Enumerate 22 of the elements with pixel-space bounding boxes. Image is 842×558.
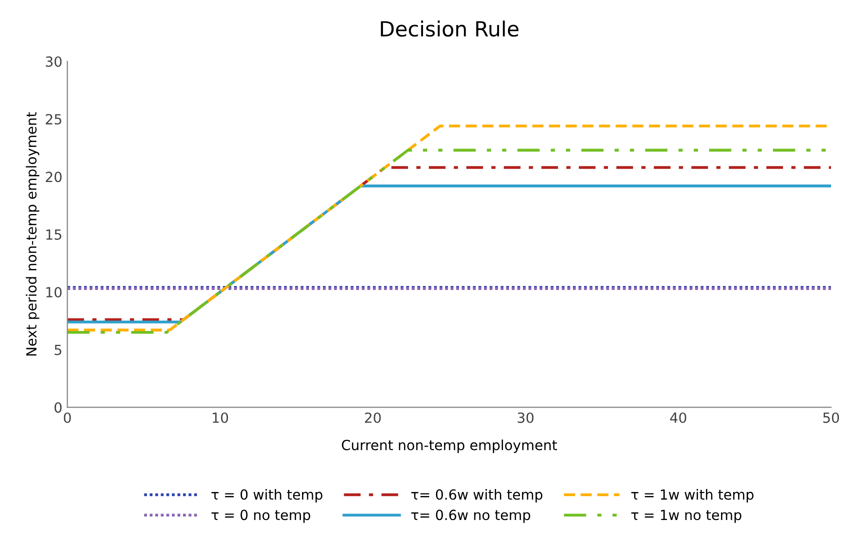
legend-label: τ = 0 with temp (212, 489, 322, 502)
x-tick-label: 30 (518, 412, 534, 423)
legend-label: τ= 0.6w with temp (411, 489, 542, 502)
x-tick-label: 50 (823, 412, 839, 423)
y-tick-label: 5 (54, 344, 62, 356)
chart-title: Decision Rule (380, 20, 518, 37)
legend-label: τ = 1w no temp (631, 510, 742, 523)
legend-label: τ = 1w with temp (631, 489, 754, 502)
x-tick-label: 40 (670, 412, 686, 423)
y-axis-title: Next period non-temp employment (26, 112, 40, 356)
x-tick-label: 0 (64, 412, 71, 423)
x-tick-label: 20 (365, 412, 381, 423)
y-tick-label: 10 (46, 286, 62, 298)
y-tick-label: 25 (46, 114, 62, 125)
legend-label: τ = 0 no temp (212, 510, 310, 523)
y-tick-label: 0 (54, 402, 62, 413)
y-tick-label: 30 (46, 56, 62, 67)
legend-label: τ= 0.6w no temp (411, 510, 530, 523)
y-tick-label: 15 (46, 230, 62, 240)
x-axis-title: Current non-temp employment (342, 440, 557, 453)
x-tick-label: 10 (212, 412, 228, 423)
y-tick-label: 20 (46, 172, 62, 182)
